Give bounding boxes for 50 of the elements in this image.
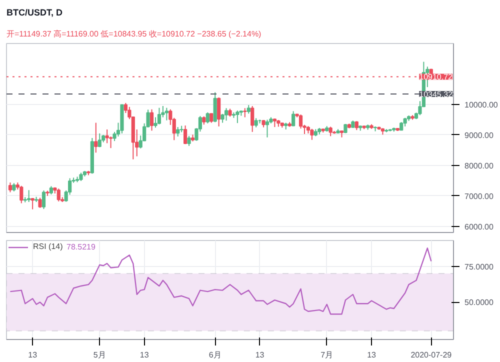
x-tick-label: 5月: [93, 350, 106, 360]
candlestick: [27, 190, 31, 203]
candlestick: [265, 119, 270, 138]
candlestick: [187, 135, 191, 146]
candlestick: [38, 197, 42, 208]
text: 开=11149.37 高=11169.00 低=10843.95 收=10910.72 −238.65 (−2.14%): [6, 30, 262, 38]
ref-line-label: 10345.32: [419, 90, 454, 99]
y-tick-label: 10000.00: [464, 100, 498, 110]
x-tick-label: 2020-07-29: [410, 350, 452, 360]
candlestick: [250, 105, 254, 132]
candlestick: [243, 108, 247, 118]
legend-label: RSI (14): [33, 242, 63, 251]
y-tick-label: 8000.00: [464, 161, 494, 170]
candlestick: [206, 112, 210, 124]
y-tick-label: 9000.00: [464, 130, 494, 140]
x-tick-label: 13: [367, 350, 377, 360]
ref-line-label: 10910.72: [419, 72, 454, 82]
y-tick-label: 7000.00: [464, 192, 494, 201]
candlestick: [157, 107, 162, 125]
y-tick-label: 6000.00: [464, 222, 494, 232]
x-tick-label: 13: [140, 350, 150, 360]
candlestick: [254, 118, 258, 128]
candlestick: [105, 128, 109, 144]
candlestick: [236, 110, 240, 124]
chart-title: BTC/USDT, D: [6, 8, 63, 18]
x-tick-label: 7月: [320, 350, 334, 360]
candlestick: [42, 190, 46, 210]
candlestick: [328, 126, 332, 137]
candlestick: [20, 185, 24, 204]
candlestick: [94, 122, 98, 154]
candlestick: [217, 96, 221, 127]
text: 78.5219: [66, 242, 96, 252]
candlestick: [224, 108, 228, 122]
candlestick: [176, 126, 180, 137]
candlestick: [292, 110, 296, 127]
x-tick-label: 13: [28, 350, 38, 360]
candlestick: [213, 92, 217, 123]
candlestick: [30, 198, 34, 210]
y-tick-label: 75.0000: [464, 262, 494, 272]
candlestick: [183, 125, 188, 145]
candlestick: [56, 188, 60, 202]
candlestick: [98, 132, 102, 148]
candlestick: [150, 108, 154, 132]
candlestick: [310, 128, 314, 140]
x-tick-label: 13: [255, 350, 265, 360]
y-tick-label: 50.0000: [464, 298, 494, 308]
x-tick-label: 6月: [208, 350, 222, 360]
candlestick: [164, 107, 168, 121]
candlestick: [210, 113, 214, 124]
candlestick: [8, 182, 12, 193]
